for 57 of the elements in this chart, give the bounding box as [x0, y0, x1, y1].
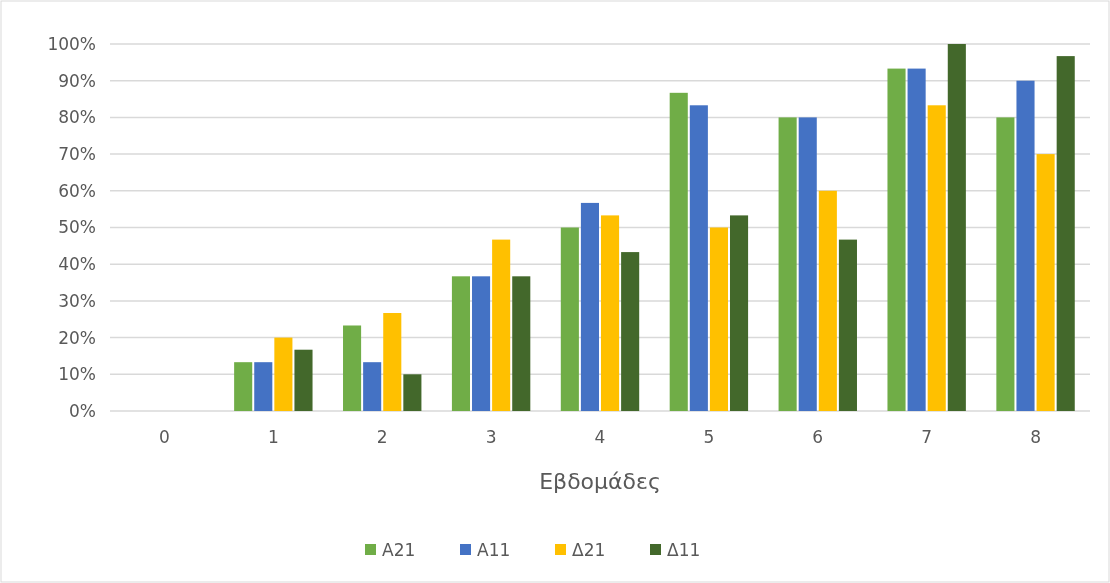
x-tick-label: 7 — [921, 427, 933, 447]
bar — [778, 117, 797, 411]
y-tick-label: 40% — [58, 254, 96, 275]
bar — [669, 92, 688, 411]
bar — [492, 239, 511, 411]
x-tick-label: 3 — [485, 427, 497, 447]
bar — [907, 68, 926, 411]
legend-label: Α11 — [477, 539, 511, 560]
legend-label: Δ21 — [572, 539, 606, 560]
bar — [363, 362, 382, 411]
y-tick-label: 50% — [58, 217, 96, 238]
bar — [689, 105, 708, 411]
bar — [818, 190, 837, 411]
bar — [294, 349, 313, 411]
bar — [996, 117, 1015, 411]
y-tick-label: 100% — [47, 33, 96, 54]
bar — [1016, 80, 1035, 411]
y-tick-label: 70% — [58, 144, 96, 165]
bar — [1056, 56, 1075, 411]
bar — [383, 313, 402, 411]
x-tick-label: 6 — [812, 427, 824, 447]
bar — [730, 215, 749, 411]
bar — [451, 276, 470, 411]
x-tick-label: 4 — [594, 427, 606, 447]
bar — [927, 105, 946, 411]
bar — [274, 337, 293, 411]
bar — [343, 325, 362, 411]
x-tick-label: 2 — [376, 427, 388, 447]
bar — [512, 276, 531, 411]
x-tick-label: 5 — [703, 427, 715, 447]
bar — [560, 227, 579, 411]
y-tick-label: 20% — [58, 327, 96, 348]
bar — [403, 374, 422, 411]
x-axis-title: Εβδομάδες — [539, 469, 661, 494]
legend-label: Δ11 — [667, 539, 701, 560]
x-tick-label: 1 — [267, 427, 279, 447]
bar — [1036, 154, 1055, 411]
bar — [709, 227, 728, 411]
y-tick-label: 90% — [58, 70, 96, 91]
y-tick-label: 60% — [58, 180, 96, 201]
legend-label: Α21 — [382, 539, 416, 560]
y-tick-label: 80% — [58, 107, 96, 128]
bar — [838, 239, 857, 411]
bar — [580, 202, 599, 411]
bar — [601, 215, 620, 411]
y-tick-label: 30% — [58, 290, 96, 311]
bar — [234, 362, 253, 411]
y-tick-label: 0% — [69, 400, 96, 421]
bar — [887, 68, 906, 411]
x-tick-label: 0 — [159, 427, 170, 447]
bar — [947, 44, 966, 411]
y-tick-label: 10% — [58, 364, 96, 385]
x-tick-label: 8 — [1030, 427, 1041, 447]
bar — [254, 362, 273, 411]
bar — [621, 252, 640, 411]
bar — [472, 276, 491, 411]
bar — [798, 117, 817, 411]
